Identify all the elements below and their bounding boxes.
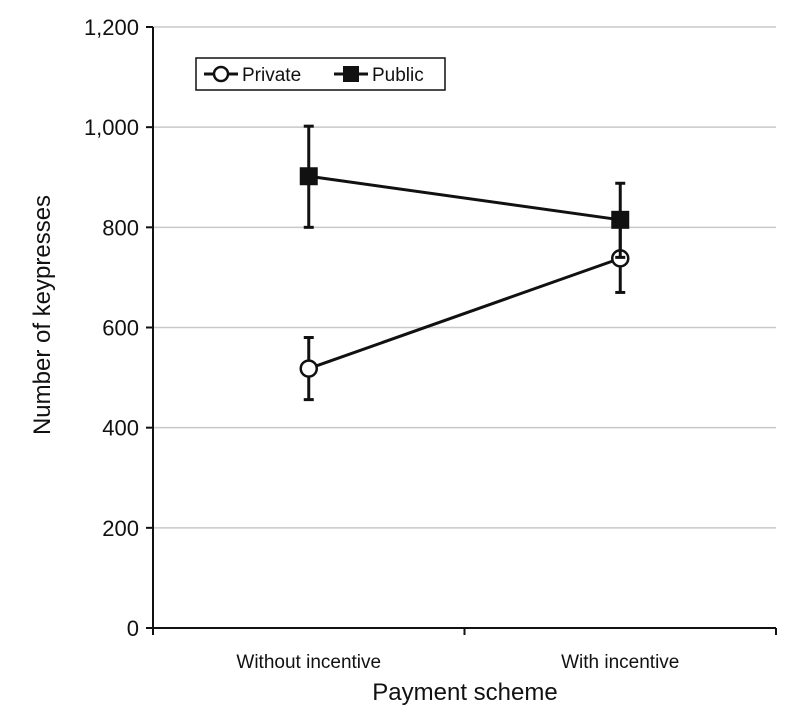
y-tick-label: 200 (102, 516, 139, 541)
y-tick-label: 800 (102, 215, 139, 240)
y-tick-label: 400 (102, 416, 139, 441)
y-axis-title: Number of keypresses (29, 195, 56, 435)
legend-public-marker (343, 66, 359, 82)
y-tick-label: 1,200 (84, 15, 139, 40)
private-series-line (308, 256, 621, 370)
public-point (611, 210, 630, 229)
x-ticks: Without incentive With incentive (152, 628, 777, 673)
x-tick-label: With incentive (561, 652, 679, 673)
y-tick-label: 1,000 (84, 115, 139, 140)
y-tick-label: 600 (102, 316, 139, 341)
x-tick-label: Without incentive (236, 652, 381, 673)
public-series-line (308, 174, 621, 222)
legend-private-label: Private (242, 65, 301, 86)
x-axis-title: Payment scheme (372, 679, 557, 706)
public-point (299, 167, 318, 186)
y-tick-label: 0 (127, 616, 139, 641)
private-point (299, 359, 318, 378)
y-ticks: 0 200 400 600 800 1,000 1,200 (84, 15, 153, 641)
legend-private-marker (212, 65, 230, 83)
series-group (299, 124, 630, 402)
legend-public-label: Public (372, 65, 424, 86)
gridlines (153, 26, 776, 529)
legend: Private Public (195, 57, 446, 91)
